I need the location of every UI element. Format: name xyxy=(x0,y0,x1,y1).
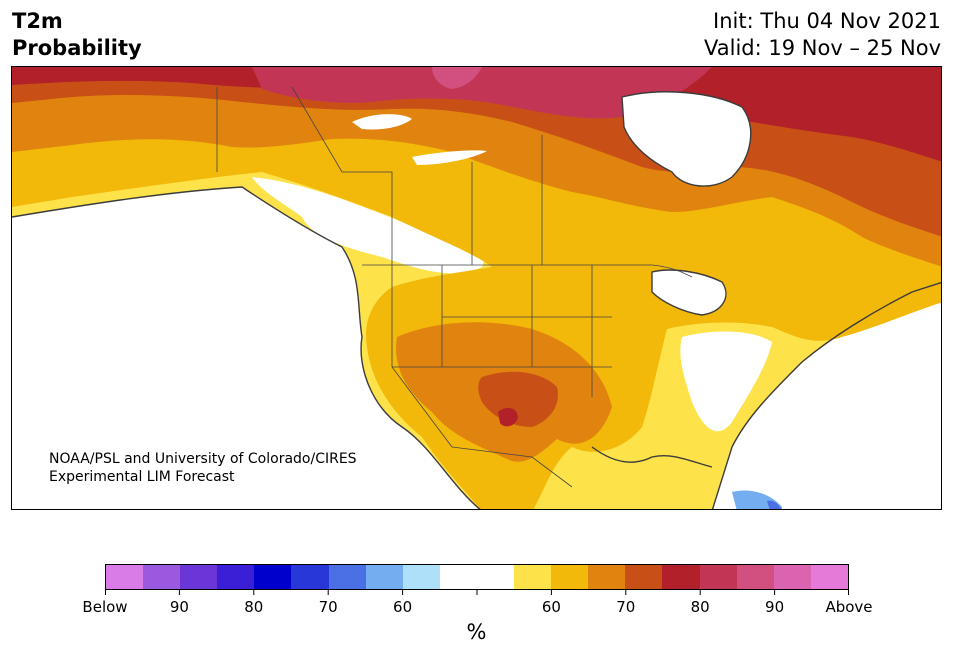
forecast-dates: Init: Thu 04 Nov 2021 Valid: 19 Nov – 25… xyxy=(704,8,941,62)
colorbar-segment xyxy=(773,565,811,589)
colorbar-label: Above xyxy=(825,598,873,616)
colorbar-segment xyxy=(402,565,440,589)
credit-line-2: Experimental LIM Forecast xyxy=(49,469,235,485)
colorbar-segment xyxy=(291,565,329,589)
colorbar-label: 80 xyxy=(244,598,264,616)
coastlines xyxy=(12,91,941,509)
colorbar-label: Below xyxy=(82,598,128,616)
colorbar-label: 60 xyxy=(541,598,561,616)
region-near-normal-nw xyxy=(252,177,484,274)
map-svg xyxy=(12,67,941,509)
data-credit: NOAA/PSL and University of Colorado/CIRE… xyxy=(49,450,357,486)
colorbar-segment xyxy=(514,565,552,589)
hudson-bay xyxy=(622,91,751,187)
colorbar-segment xyxy=(736,565,774,589)
colorbar-segment xyxy=(180,565,218,589)
colorbar-segment xyxy=(810,565,848,589)
credit-line-1: NOAA/PSL and University of Colorado/CIRE… xyxy=(49,451,357,467)
region-above-95-arctic xyxy=(432,67,482,89)
region-above-95 xyxy=(252,67,712,119)
colorbar-labels: Below 90 80 70 60 60 70 80 90 Above xyxy=(82,598,872,618)
colorbar-segment xyxy=(551,565,589,589)
ocean-pacific xyxy=(12,187,480,509)
region-near-normal-east xyxy=(680,331,772,432)
colorbar-segment xyxy=(328,565,366,589)
great-bear-lake xyxy=(352,114,412,130)
init-date: Init: Thu 04 Nov 2021 xyxy=(713,9,941,33)
colorbar-segment xyxy=(365,565,403,589)
colorbar-segment xyxy=(662,565,700,589)
colorbar-unit: % xyxy=(466,620,487,644)
great-lakes xyxy=(652,270,726,315)
colorbar-label: 70 xyxy=(616,598,636,616)
colorbar-ticks xyxy=(105,590,849,595)
colorbar-segment xyxy=(143,565,181,589)
political-borders xyxy=(216,86,693,488)
great-slave-lake xyxy=(412,150,487,165)
colorbar-segment xyxy=(625,565,663,589)
colorbar-label: 70 xyxy=(318,598,338,616)
colorbar-segment xyxy=(106,565,144,589)
title-line-1: T2m xyxy=(12,9,63,33)
title-line-2: Probability xyxy=(12,36,142,60)
colorbar-label: 80 xyxy=(690,598,710,616)
colorbar-segment xyxy=(439,565,477,589)
probability-colorbar xyxy=(105,564,849,590)
region-above-90-spot xyxy=(498,407,518,427)
colorbar-segment xyxy=(254,565,292,589)
region-below-70 xyxy=(767,500,782,509)
probability-map xyxy=(11,66,942,510)
colorbar-label: 90 xyxy=(169,598,189,616)
colorbar-segment xyxy=(217,565,255,589)
colorbar-segment xyxy=(699,565,737,589)
map-title: T2m Probability xyxy=(12,8,142,62)
region-above-90 xyxy=(12,67,941,162)
ocean-atlantic xyxy=(712,282,941,509)
valid-date-range: Valid: 19 Nov – 25 Nov xyxy=(704,36,941,60)
region-above-80-texas xyxy=(478,371,558,427)
colorbar-segment xyxy=(588,565,626,589)
colorbar-label: 60 xyxy=(393,598,413,616)
colorbar-segment xyxy=(476,565,515,589)
colorbar-label: 90 xyxy=(765,598,785,616)
